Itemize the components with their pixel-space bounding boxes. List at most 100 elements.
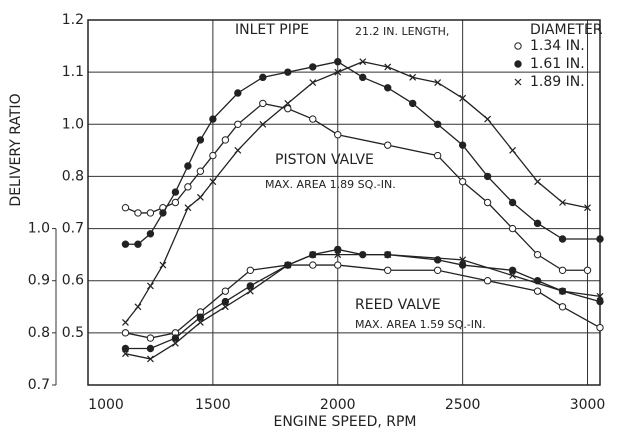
marker [246, 287, 254, 295]
series-line [125, 102, 588, 271]
marker [334, 68, 342, 76]
marker [259, 73, 267, 82]
marker [246, 282, 255, 290]
marker [458, 261, 467, 269]
series-line [124, 61, 588, 323]
marker [508, 266, 517, 274]
marker [458, 177, 467, 186]
legend-marker [514, 78, 522, 86]
marker [146, 334, 155, 342]
y-axis-label: DELIVERY RATIO [8, 93, 24, 206]
legend-marker [514, 42, 522, 50]
x-tick-label: 3000 [570, 397, 606, 413]
x-tick-label: 2000 [320, 397, 356, 413]
marker [584, 204, 591, 212]
legend-label: 1.34 IN. [530, 38, 585, 54]
marker [146, 209, 155, 217]
x-tick-label: 1000 [88, 397, 124, 413]
legend-label: 1.89 IN. [530, 74, 585, 90]
marker [509, 146, 517, 154]
marker [384, 141, 392, 149]
marker [196, 193, 204, 201]
marker [159, 209, 167, 217]
y-tick-label: 1.0 [62, 116, 84, 132]
marker [209, 178, 217, 186]
marker [259, 120, 267, 128]
marker [171, 339, 179, 347]
marker [184, 183, 192, 191]
marker [534, 178, 541, 186]
marker [196, 313, 205, 321]
marker [234, 89, 242, 97]
annotation: INLET PIPE [235, 22, 309, 38]
series-line [125, 253, 601, 360]
marker [558, 235, 567, 243]
marker [483, 172, 492, 181]
marker [509, 272, 517, 279]
marker [196, 167, 205, 175]
marker [458, 141, 467, 149]
marker [558, 266, 567, 274]
y-tick-label: 0.5 [62, 325, 84, 341]
marker [408, 99, 417, 108]
marker [234, 120, 242, 128]
y2-tick-label: 0.9 [28, 273, 50, 289]
marker [196, 319, 204, 326]
marker [171, 198, 180, 207]
marker [121, 329, 130, 337]
marker [146, 344, 155, 353]
marker [558, 303, 567, 311]
marker [121, 204, 130, 212]
marker [533, 287, 542, 295]
marker [596, 235, 604, 243]
marker [359, 73, 367, 82]
marker [596, 292, 604, 300]
marker [121, 240, 130, 248]
marker [533, 219, 542, 228]
marker [583, 266, 592, 274]
marker [171, 188, 180, 196]
x-tick-label: 1500 [195, 397, 231, 413]
y-tick-label: 1.2 [62, 12, 84, 28]
marker [209, 151, 217, 160]
marker [309, 63, 317, 71]
marker [359, 58, 367, 66]
marker [483, 277, 492, 285]
y-tick-label: 0.6 [62, 273, 84, 289]
y-tick-label: 0.7 [62, 221, 84, 237]
marker [334, 131, 342, 139]
marker [121, 344, 130, 353]
marker [334, 245, 342, 254]
marker [134, 303, 142, 311]
marker [171, 334, 180, 342]
marker [122, 350, 129, 358]
marker [209, 115, 217, 123]
marker [134, 240, 142, 248]
annotation: 21.2 IN. LENGTH, [355, 25, 449, 38]
marker [484, 115, 492, 123]
marker [508, 198, 517, 207]
y2-tick-label: 0.8 [28, 325, 50, 341]
marker [596, 323, 604, 332]
y2-tick-label: 1.0 [28, 221, 50, 237]
marker [196, 136, 205, 144]
marker [147, 282, 154, 290]
marker [334, 251, 342, 259]
marker [221, 287, 230, 295]
marker [433, 151, 442, 160]
marker [284, 261, 292, 269]
annotation: MAX. AREA 1.59 SQ.-IN. [355, 318, 486, 331]
marker [284, 100, 292, 107]
legend-marker [514, 60, 522, 68]
marker [309, 115, 317, 123]
y2-tick-label: 0.7 [28, 377, 50, 393]
marker [334, 58, 342, 66]
marker [483, 198, 492, 207]
annotation: MAX. AREA 1.89 SQ.-IN. [265, 178, 396, 191]
marker [334, 261, 342, 269]
marker [559, 287, 566, 295]
annotation: DIAMETER [530, 22, 603, 38]
marker [384, 84, 392, 92]
marker [384, 251, 392, 259]
legend-label: 1.61 IN. [530, 56, 585, 72]
